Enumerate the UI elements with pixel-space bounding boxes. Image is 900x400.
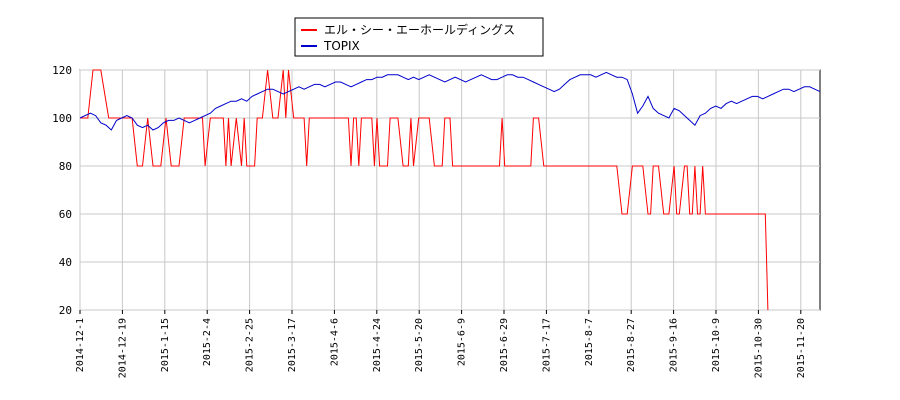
x-tick-label: 2014-12-19 <box>117 318 128 378</box>
x-tick-label: 2015-3-17 <box>287 318 298 372</box>
x-tick-label: 2015-7-17 <box>541 318 552 372</box>
x-tick-label: 2015-6-29 <box>499 318 510 372</box>
x-tick-label: 2015-8-7 <box>584 318 595 366</box>
series-layer <box>79 69 821 311</box>
plot-area <box>79 69 821 311</box>
x-tick-label: 2015-6-9 <box>457 318 468 366</box>
series-line-0 <box>80 69 769 311</box>
x-tick-label: 2015-4-6 <box>329 318 340 366</box>
y-axis: 20 40 60 80 100 120 <box>52 64 72 317</box>
x-tick-label: 2015-2-4 <box>202 318 213 366</box>
y-tick-label: 120 <box>52 64 72 77</box>
x-tick-label: 2015-4-24 <box>372 318 383 372</box>
x-tick-label: 2015-1-15 <box>160 318 171 372</box>
legend-box <box>294 17 544 57</box>
y-tick-label: 60 <box>59 208 72 221</box>
legend-label-1: TOPIX <box>323 39 360 53</box>
x-tick-label: 2015-9-16 <box>669 318 680 372</box>
x-tick-label: 2015-2-25 <box>245 318 256 372</box>
x-tick-label: 2015-8-27 <box>626 318 637 372</box>
y-tick-label: 100 <box>52 112 72 125</box>
legend: エル・シー・エーホールディングス TOPIX <box>294 17 544 57</box>
x-tick-label: 2015-5-20 <box>414 318 425 372</box>
legend-label-0: エル・シー・エーホールディングス <box>324 22 515 37</box>
series-line-1 <box>79 71 821 131</box>
y-tick-label: 20 <box>59 304 72 317</box>
x-tick-label: 2015-10-30 <box>753 318 764 378</box>
y-tick-label: 80 <box>59 160 72 173</box>
x-tick-label: 2014-12-1 <box>75 318 86 372</box>
x-tick-label: 2015-11-20 <box>796 318 807 378</box>
x-axis: 2014-12-1 2014-12-19 2015-1-15 2015-2-4 2015… <box>75 310 807 378</box>
x-tick-label: 2015-10-9 <box>711 318 722 372</box>
y-tick-label: 40 <box>59 256 72 269</box>
